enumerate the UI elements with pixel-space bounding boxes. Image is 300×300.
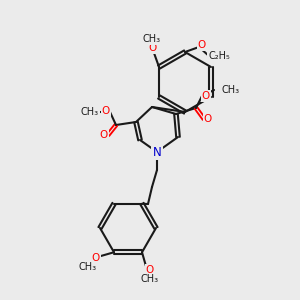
- Text: CH₃: CH₃: [81, 107, 99, 117]
- Text: O: O: [202, 91, 210, 101]
- Text: O: O: [102, 106, 110, 116]
- Text: O: O: [204, 114, 212, 124]
- Text: O: O: [148, 43, 156, 53]
- Text: O: O: [100, 130, 108, 140]
- Text: CH₃: CH₃: [143, 34, 161, 44]
- Text: C₂H₅: C₂H₅: [208, 51, 230, 61]
- Text: N: N: [153, 146, 161, 158]
- Text: CH₃: CH₃: [79, 262, 97, 272]
- Text: CH₃: CH₃: [221, 85, 239, 95]
- Text: CH₃: CH₃: [141, 274, 159, 284]
- Text: O: O: [198, 40, 206, 50]
- Text: O: O: [92, 253, 100, 263]
- Text: O: O: [146, 265, 154, 275]
